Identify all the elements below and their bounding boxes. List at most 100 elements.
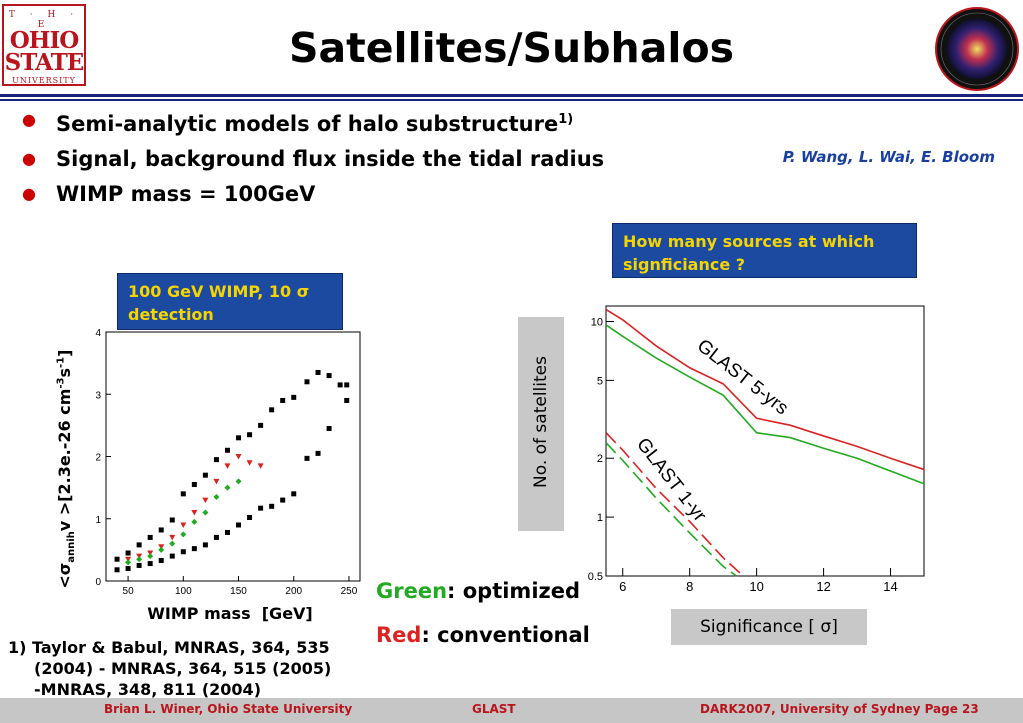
bullet-text: WIMP mass = 100GeV [56, 182, 316, 206]
y-tick-label: 5 [597, 375, 603, 387]
data-point-square [147, 534, 153, 540]
series-line-red-dashed [605, 432, 744, 577]
data-point-square [180, 491, 186, 497]
right-chart-ylabel: No. of satellites [531, 356, 551, 488]
glast-logo [935, 7, 1019, 91]
header-rule-thin [0, 99, 1023, 101]
data-point-triangle [246, 460, 253, 466]
data-point-triangle [213, 478, 220, 485]
data-point-square [291, 394, 297, 400]
plot-frame [105, 331, 361, 582]
data-point-diamond [191, 518, 198, 525]
x-tick-label: 6 [619, 579, 626, 594]
data-point-diamond [125, 559, 132, 566]
logo-state: STATE [4, 49, 85, 76]
x-tick-label: 150 [230, 586, 247, 597]
authors: P. Wang, L. Wai, E. Bloom [782, 148, 995, 166]
data-point-diamond [147, 553, 154, 560]
bullet-dot: ● [22, 110, 36, 129]
bullet-item: ● WIMP mass = 100GeV [18, 180, 618, 208]
series-line-green-solid [605, 324, 925, 485]
data-point-square [304, 379, 310, 385]
annotation-glast-5yrs: GLAST 5-yrs [693, 335, 792, 419]
data-point-square [202, 472, 208, 478]
bullet-footnote-ref: 1) [558, 112, 574, 127]
y-tick-label: 3 [95, 390, 101, 401]
data-point-square [269, 503, 275, 509]
x-tick-label: 14 [883, 579, 897, 594]
data-point-square [191, 482, 197, 488]
footnote-line: 1) Taylor & Babul, MNRAS, 364, 535 [8, 638, 330, 657]
data-point-diamond [202, 509, 209, 516]
y-tick-label: 0.5 [588, 571, 603, 583]
data-point-square [315, 369, 321, 375]
data-point-square [269, 407, 275, 413]
data-point-square [114, 556, 120, 562]
right-chart-xlabel: Significance [ σ] [671, 609, 867, 645]
data-point-square [236, 522, 242, 528]
question-box: How many sources at which signficiance ? [612, 223, 917, 278]
series-line-red-solid [605, 308, 925, 471]
data-point-triangle [169, 534, 176, 541]
legend-green: Green: optimized [376, 579, 581, 603]
x-tick-label: 250 [341, 586, 358, 597]
footer-author: Brian L. Winer, Ohio State University [104, 702, 353, 716]
data-point-square [191, 546, 197, 552]
footer-bar: Brian L. Winer, Ohio State University GL… [0, 698, 1023, 723]
bullet-text: Signal, background flux inside the tidal… [56, 147, 605, 171]
slide-title: Satellites/Subhalos [288, 24, 735, 72]
y-tick-label: 0 [95, 577, 101, 588]
data-point-square [344, 382, 350, 388]
wimp-scatter-chart: 50 100 150 200 250 0 1 2 3 4 [95, 328, 361, 597]
header-rule [0, 94, 1023, 97]
bullet-text: Semi-analytic models of halo substructur… [56, 112, 559, 136]
data-point-triangle [257, 463, 264, 469]
data-point-square [326, 373, 332, 379]
footnote: 1) Taylor & Babul, MNRAS, 364, 535 (2004… [8, 637, 378, 700]
data-point-diamond [136, 556, 143, 563]
data-point-triangle [202, 497, 209, 504]
logo-ohio: OHIO [9, 27, 80, 54]
y-tick-label: 4 [95, 328, 101, 339]
data-point-square [114, 567, 120, 573]
data-point-square [136, 562, 142, 568]
data-point-diamond [224, 484, 231, 491]
y-tick-label: 1 [597, 512, 603, 524]
left-chart-ylabel: <σannihv >[2.3e.-26 cm-3s-1] [54, 349, 78, 589]
x-tick-label: 12 [816, 579, 830, 594]
data-point-square [136, 542, 142, 548]
bullet-list: ● Semi-analytic models of halo substruct… [18, 106, 618, 215]
footnote-line: (2004) - MNRAS, 364, 515 (2005) [34, 659, 332, 678]
x-tick-label: 10 [749, 579, 763, 594]
data-point-square [224, 447, 230, 453]
wimp-box: 100 GeV WIMP, 10 σ detection [117, 273, 343, 330]
plot-frame [605, 305, 925, 577]
right-chart-ylabel-box [518, 317, 564, 531]
bullet-dot: ● [22, 184, 36, 203]
footnote-line: -MNRAS, 348, 811 (2004) [34, 680, 261, 699]
legend-red: Red: conventional [376, 623, 590, 647]
data-point-square [158, 557, 164, 563]
data-point-square [147, 561, 153, 567]
logo-line1: T · H · E [8, 10, 80, 30]
data-point-square [125, 566, 131, 572]
data-point-diamond [158, 546, 165, 553]
y-tick-label: 2 [597, 453, 603, 465]
osu-logo: T · H · E OHIO STATE UNIVERSITY [2, 4, 86, 86]
data-point-diamond [235, 478, 242, 485]
bullet-dot: ● [22, 149, 36, 168]
x-tick-label: 100 [175, 586, 192, 597]
data-point-square [258, 422, 264, 428]
data-point-square [180, 549, 186, 555]
data-point-square [224, 529, 230, 535]
data-point-diamond [180, 531, 187, 538]
bullet-item: ● Semi-analytic models of halo substruct… [18, 106, 618, 138]
x-tick-label: 200 [285, 586, 302, 597]
data-point-diamond [169, 540, 176, 547]
annotation-glast-1yr: GLAST 1-yr [632, 434, 711, 526]
data-point-square [125, 550, 131, 556]
data-point-triangle [235, 454, 242, 460]
data-point-square [247, 432, 253, 438]
footer-page-info: DARK2007, University of Sydney Page 23 [700, 702, 979, 716]
